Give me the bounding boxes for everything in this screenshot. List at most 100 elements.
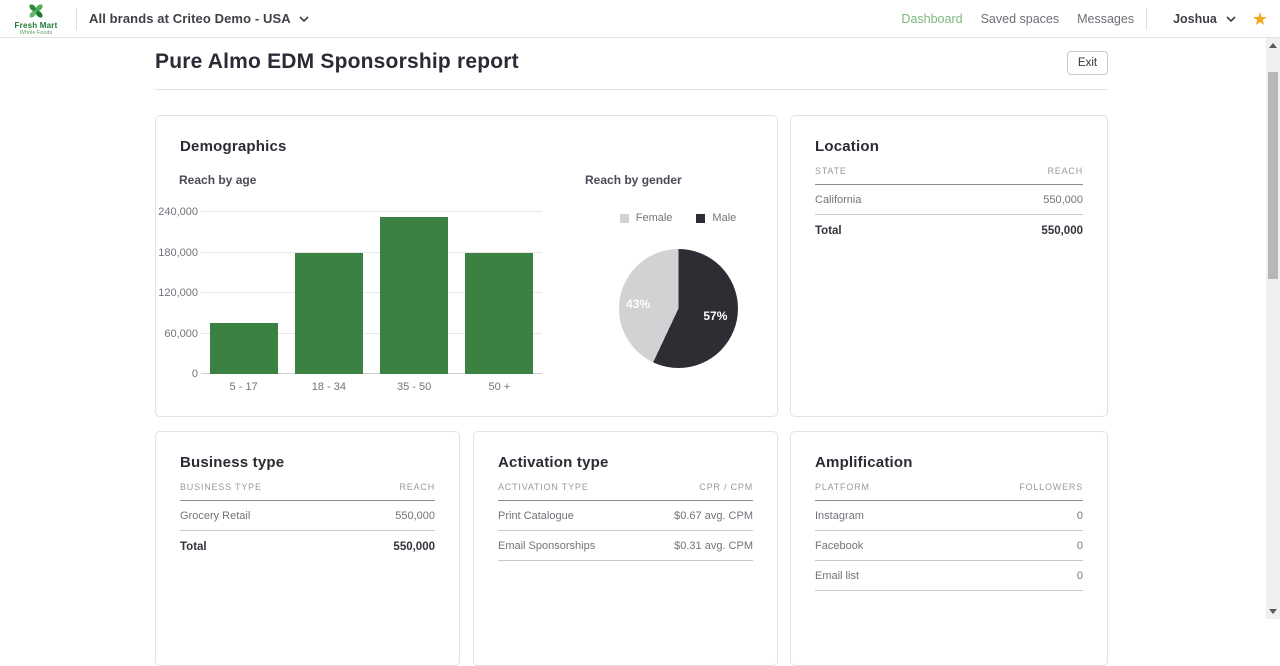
gridline bbox=[201, 211, 542, 212]
x-axis-label: 35 - 50 bbox=[397, 381, 432, 393]
activation-type-card: Activation type ACTIVATION TYPE CPR / CP… bbox=[473, 431, 778, 666]
gridline bbox=[201, 292, 542, 293]
nav-link-messages[interactable]: Messages bbox=[1077, 11, 1135, 26]
bar-slot: 50 + bbox=[457, 212, 542, 393]
table-header: STATE REACH bbox=[815, 166, 1083, 185]
table-total-row: Total 550,000 bbox=[815, 215, 1083, 245]
x-axis-label: 18 - 34 bbox=[311, 381, 346, 393]
reach-by-age-chart: 0 60,000 120,000 180,000 240,000 5 - 17 18 - … bbox=[156, 206, 542, 393]
gender-pie-chart: 43% 57% bbox=[619, 249, 738, 368]
column-header: ACTIVATION TYPE bbox=[498, 482, 589, 492]
card-title: Amplification bbox=[815, 454, 913, 471]
scroll-up-arrow-icon[interactable] bbox=[1269, 43, 1277, 48]
table-row: Grocery Retail 550,000 bbox=[180, 501, 435, 531]
legend-item-male: Male bbox=[696, 212, 736, 224]
column-header: CPR / CPM bbox=[699, 482, 753, 492]
nav-divider bbox=[76, 7, 77, 30]
bar-slot: 5 - 17 bbox=[201, 212, 286, 393]
table-row: California 550,000 bbox=[815, 185, 1083, 215]
table-header: PLATFORM FOLLOWERS bbox=[815, 482, 1083, 501]
y-axis-tick-label: 0 bbox=[191, 368, 198, 380]
row-value: 0 bbox=[1076, 570, 1083, 582]
row-value: 0 bbox=[1076, 510, 1083, 522]
activation-type-table: ACTIVATION TYPE CPR / CPM Print Catalogu… bbox=[498, 482, 753, 561]
scroll-down-arrow-icon[interactable] bbox=[1269, 609, 1277, 614]
location-card: Location STATE REACH California 550,000 To… bbox=[790, 115, 1108, 417]
table-row: Print Catalogue $0.67 avg. CPM bbox=[498, 501, 753, 531]
table-row: Instagram 0 bbox=[815, 501, 1083, 531]
row-value: 550,000 bbox=[1041, 225, 1083, 237]
table-row: Email list 0 bbox=[815, 561, 1083, 591]
row-label: Total bbox=[180, 541, 207, 553]
bar-35-50 bbox=[380, 216, 449, 374]
column-header: PLATFORM bbox=[815, 482, 870, 492]
scrollbar-thumb[interactable] bbox=[1268, 72, 1278, 279]
reach-by-age-title: Reach by age bbox=[179, 173, 257, 187]
x-axis-label: 50 + bbox=[488, 381, 511, 393]
table-row: Email Sponsorships $0.31 avg. CPM bbox=[498, 531, 753, 561]
row-label: Total bbox=[815, 225, 842, 237]
row-value: 550,000 bbox=[393, 541, 435, 553]
pie-label-male: 57% bbox=[703, 308, 728, 323]
nav-link-saved-spaces[interactable]: Saved spaces bbox=[980, 11, 1060, 26]
column-header: REACH bbox=[399, 482, 435, 492]
reach-by-gender-title: Reach by gender bbox=[585, 173, 682, 187]
demographics-card: Demographics Reach by age 0 60,000 120,000… bbox=[155, 115, 778, 417]
gridline bbox=[201, 332, 542, 334]
clover-leaf-icon bbox=[29, 3, 43, 18]
row-label: California bbox=[815, 194, 862, 206]
table-header: BUSINESS TYPE REACH bbox=[180, 482, 435, 501]
row-label: Email list bbox=[815, 570, 860, 582]
female-swatch-icon bbox=[619, 213, 629, 223]
column-header: BUSINESS TYPE bbox=[180, 482, 262, 492]
page-title: Pure Almo EDM Sponsorship report bbox=[155, 50, 519, 73]
row-value: 550,000 bbox=[1043, 194, 1083, 206]
y-axis-tick-label: 240,000 bbox=[158, 206, 198, 218]
column-header: REACH bbox=[1047, 166, 1083, 176]
card-title: Demographics bbox=[180, 138, 287, 155]
bar-50+ bbox=[465, 252, 534, 374]
bar-slot: 35 - 50 bbox=[372, 212, 457, 393]
bar-plot-area: 5 - 17 18 - 34 35 - 50 50 + bbox=[201, 211, 542, 393]
exit-button[interactable]: Exit bbox=[1067, 51, 1108, 75]
fresh-mart-logo[interactable]: Fresh Mart Whole Foods bbox=[8, 2, 64, 36]
logo-tagline: Whole Foods bbox=[19, 29, 53, 36]
business-type-table: BUSINESS TYPE REACH Grocery Retail 550,00… bbox=[180, 482, 435, 561]
card-title: Location bbox=[815, 138, 880, 155]
user-menu[interactable]: Joshua bbox=[1173, 12, 1236, 26]
logo-name: Fresh Mart bbox=[14, 20, 58, 30]
nav-link-dashboard[interactable]: Dashboard bbox=[901, 11, 963, 26]
favorite-star-icon[interactable]: ★ bbox=[1251, 8, 1268, 29]
y-axis-tick-label: 60,000 bbox=[164, 327, 198, 340]
user-name: Joshua bbox=[1173, 11, 1217, 26]
x-axis-label: 5 - 17 bbox=[229, 381, 258, 393]
row-label: Facebook bbox=[815, 540, 864, 552]
table-row: Facebook 0 bbox=[815, 531, 1083, 561]
card-title: Activation type bbox=[498, 454, 609, 471]
location-table: STATE REACH California 550,000 Total 550,00… bbox=[815, 166, 1083, 245]
male-swatch-icon bbox=[696, 213, 706, 223]
vertical-scrollbar[interactable] bbox=[1266, 38, 1280, 619]
amplification-table: PLATFORM FOLLOWERS Instagram 0 Facebook 0 Em… bbox=[815, 482, 1083, 591]
nav-links: Dashboard Saved spaces Messages bbox=[901, 12, 1134, 26]
chevron-down-icon bbox=[299, 15, 309, 22]
top-nav: Fresh Mart Whole Foods All brands at Cri… bbox=[0, 0, 1280, 38]
legend-item-female: Female bbox=[619, 212, 672, 224]
table-header: ACTIVATION TYPE CPR / CPM bbox=[498, 482, 753, 501]
row-label: Grocery Retail bbox=[180, 510, 251, 522]
title-divider bbox=[155, 89, 1108, 90]
bar-18-34 bbox=[294, 252, 363, 374]
row-value: $0.67 avg. CPM bbox=[674, 510, 753, 522]
nav-divider bbox=[1146, 7, 1148, 30]
row-label: Email Sponsorships bbox=[498, 540, 596, 552]
bar-5-17 bbox=[209, 322, 278, 374]
column-header: STATE bbox=[815, 166, 847, 176]
bar-slot: 18 - 34 bbox=[286, 212, 371, 393]
y-axis-tick-label: 180,000 bbox=[158, 246, 198, 259]
legend-label: Male bbox=[712, 212, 737, 224]
business-type-card: Business type BUSINESS TYPE REACH Grocer… bbox=[155, 431, 460, 666]
chevron-down-icon bbox=[1226, 15, 1236, 22]
card-title: Business type bbox=[180, 454, 285, 471]
brand-selector[interactable]: All brands at Criteo Demo - USA bbox=[89, 11, 309, 26]
table-total-row: Total 550,000 bbox=[180, 531, 435, 561]
